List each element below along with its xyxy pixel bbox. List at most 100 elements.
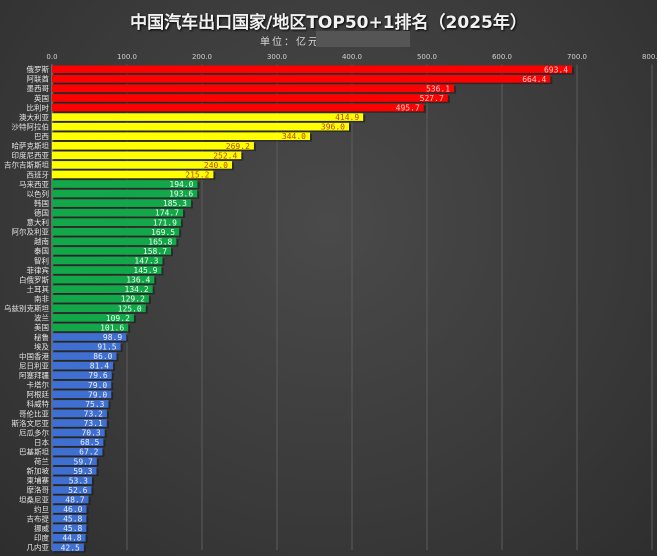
value-label: 109.2 <box>106 314 130 323</box>
bar <box>52 428 105 437</box>
value-label: 215.2 <box>185 170 209 179</box>
value-label: 46.0 <box>63 505 82 514</box>
bar <box>52 161 232 169</box>
value-label: 165.8 <box>148 237 172 246</box>
value-label: 53.3 <box>69 476 88 485</box>
value-label: 252.4 <box>213 151 237 160</box>
value-label: 240.0 <box>204 161 228 170</box>
bar <box>52 533 86 542</box>
bar <box>52 409 107 418</box>
value-label: 86.0 <box>93 352 112 361</box>
value-label: 174.7 <box>155 209 179 218</box>
bar <box>52 199 191 207</box>
category-label: 美国 <box>34 322 49 332</box>
category-label: 埃及 <box>34 341 49 351</box>
category-label: 厄瓜多尔 <box>19 427 49 437</box>
x-tick-label: 600.0 <box>492 53 512 61</box>
value-label: 79.0 <box>88 390 107 399</box>
category-label: 马来西亚 <box>19 180 49 189</box>
category-label: 乌兹别克斯坦 <box>4 303 49 313</box>
value-label: 169.5 <box>151 228 175 237</box>
value-label: 42.5 <box>61 543 80 552</box>
bar <box>52 75 551 83</box>
bar <box>52 266 162 274</box>
category-label: 约旦 <box>34 504 49 514</box>
value-label: 536.1 <box>426 84 450 93</box>
bar <box>52 314 134 322</box>
category-label: 巴西 <box>34 132 49 141</box>
category-label: 吉布提 <box>27 513 50 523</box>
value-label: 75.3 <box>85 400 104 409</box>
category-label: 科威特 <box>27 399 50 409</box>
value-label: 129.2 <box>121 295 145 304</box>
category-label: 韩国 <box>34 198 49 208</box>
bar <box>52 486 92 494</box>
value-label: 145.9 <box>133 266 157 275</box>
category-label: 几内亚 <box>27 542 50 552</box>
bar <box>52 467 97 475</box>
bar <box>52 237 177 246</box>
bar <box>52 294 149 303</box>
bar <box>52 113 364 121</box>
category-label: 沙特阿拉伯 <box>12 121 50 131</box>
value-label: 414.9 <box>335 113 359 122</box>
blurred-region <box>316 31 410 47</box>
bar <box>52 122 349 131</box>
value-label: 125.0 <box>118 304 142 313</box>
category-label: 印度尼西亚 <box>12 150 50 160</box>
category-label: 卡塔尔 <box>27 380 50 390</box>
bar <box>52 457 97 466</box>
bar <box>52 361 114 370</box>
category-label: 日本 <box>34 437 49 447</box>
category-label: 印度 <box>34 533 49 543</box>
bar <box>52 400 109 408</box>
category-label: 意大利 <box>27 217 50 227</box>
value-label: 81.4 <box>90 362 109 371</box>
value-label: 193.6 <box>169 190 193 199</box>
value-label: 52.6 <box>68 486 87 495</box>
category-label: 挪威 <box>34 523 49 533</box>
value-label: 495.7 <box>396 104 420 113</box>
bar <box>52 476 92 485</box>
x-tick-label: 300.0 <box>267 53 287 61</box>
value-label: 396.0 <box>321 123 345 132</box>
bar <box>52 151 242 160</box>
bar <box>52 256 163 265</box>
bar <box>52 65 573 74</box>
value-label: 44.8 <box>62 534 81 543</box>
category-label: 比利时 <box>27 102 50 112</box>
bar <box>52 447 103 456</box>
value-label: 664.4 <box>522 75 546 84</box>
category-label: 以色列 <box>27 188 50 198</box>
x-tick-label: 800.0 <box>642 53 657 61</box>
category-label: 菲律宾 <box>27 265 50 275</box>
value-label: 527.7 <box>420 94 444 103</box>
value-label: 48.7 <box>65 496 84 505</box>
bar <box>52 380 112 389</box>
value-label: 98.9 <box>103 333 122 342</box>
category-label: 阿尔及利亚 <box>12 227 50 237</box>
category-label: 德国 <box>34 208 49 218</box>
category-label: 土耳其 <box>27 284 50 294</box>
bar <box>52 228 180 236</box>
bar <box>52 189 198 198</box>
value-label: 73.1 <box>84 419 103 428</box>
value-label: 147.3 <box>134 257 158 266</box>
value-label: 70.3 <box>81 429 100 438</box>
bar <box>52 141 254 150</box>
bar <box>52 208 184 217</box>
bar <box>52 84 455 93</box>
bar <box>52 323 129 332</box>
category-label: 越南 <box>34 236 49 246</box>
category-label: 白俄罗斯 <box>19 274 49 284</box>
category-label: 斯洛文尼亚 <box>12 418 50 428</box>
value-label: 59.7 <box>74 457 93 466</box>
category-label: 波兰 <box>34 313 49 323</box>
category-label: 中国香港 <box>19 351 49 361</box>
x-tick-label: 100.0 <box>117 53 137 61</box>
category-label: 澳大利亚 <box>19 112 49 122</box>
bar <box>52 103 424 112</box>
bar <box>52 524 87 532</box>
bar <box>52 342 121 351</box>
